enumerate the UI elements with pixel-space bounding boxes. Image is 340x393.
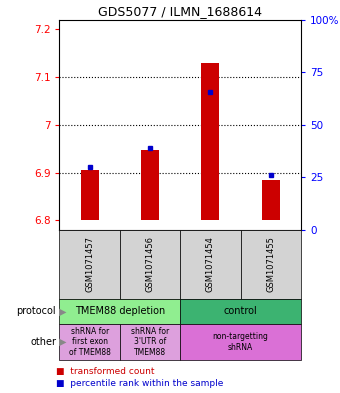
Bar (59, 324, 120, 360)
Text: ■  percentile rank within the sample: ■ percentile rank within the sample (56, 379, 223, 387)
Bar (141, 150, 159, 220)
Bar (81, 170, 99, 220)
Bar (120, 230, 180, 299)
Bar (59, 299, 180, 324)
Text: GSM1071454: GSM1071454 (206, 236, 215, 292)
Text: GSM1071456: GSM1071456 (146, 236, 154, 292)
Text: GSM1071455: GSM1071455 (266, 236, 275, 292)
Bar (59, 230, 120, 299)
Text: ▶: ▶ (59, 307, 66, 316)
Bar (180, 299, 301, 324)
Text: shRNA for
first exon
of TMEM88: shRNA for first exon of TMEM88 (69, 327, 110, 357)
Text: control: control (224, 307, 257, 316)
Text: protocol: protocol (16, 307, 56, 316)
Text: ▶: ▶ (59, 337, 66, 347)
Bar (201, 62, 219, 220)
Bar (180, 230, 240, 299)
Bar (240, 230, 301, 299)
Text: TMEM88 depletion: TMEM88 depletion (75, 307, 165, 316)
Text: non-targetting
shRNA: non-targetting shRNA (212, 332, 269, 352)
Text: shRNA for
3'UTR of
TMEM88: shRNA for 3'UTR of TMEM88 (131, 327, 169, 357)
Bar (120, 324, 180, 360)
Title: GDS5077 / ILMN_1688614: GDS5077 / ILMN_1688614 (98, 6, 262, 18)
Bar (180, 324, 301, 360)
Text: ■  transformed count: ■ transformed count (56, 367, 155, 376)
Bar (262, 180, 280, 220)
Text: other: other (30, 337, 56, 347)
Text: GSM1071457: GSM1071457 (85, 236, 94, 292)
